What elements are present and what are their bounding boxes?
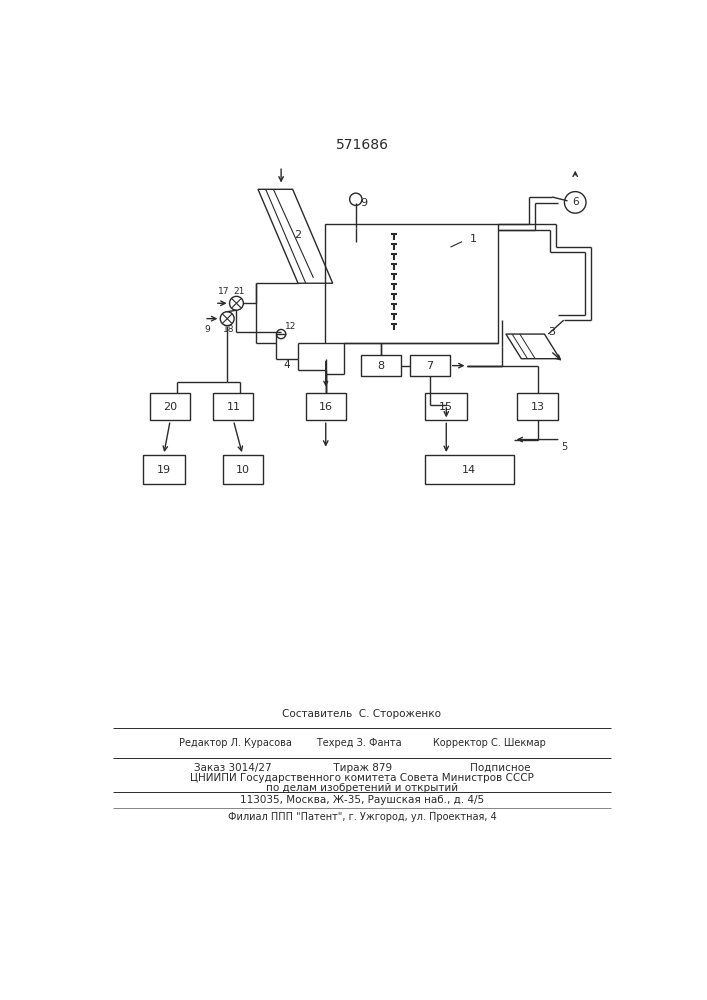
Text: Филиал ППП "Патент", г. Ужгород, ул. Проектная, 4: Филиал ППП "Патент", г. Ужгород, ул. Про… (228, 812, 496, 822)
Text: Составитель  С. Стороженко: Составитель С. Стороженко (283, 709, 441, 719)
Text: 11: 11 (226, 402, 240, 412)
Text: 4: 4 (284, 360, 290, 370)
Text: по делам изобретений и открытий: по делам изобретений и открытий (266, 783, 458, 793)
Bar (150, 393, 190, 420)
Text: 3: 3 (549, 327, 556, 337)
Text: 17: 17 (218, 287, 230, 296)
Text: Редактор Л. Курасова        Техред З. Фанта          Корректор С. Шекмар: Редактор Л. Курасова Техред З. Фанта Кор… (178, 738, 545, 748)
Text: 9: 9 (361, 198, 368, 208)
Text: 20: 20 (163, 402, 177, 412)
Text: 16: 16 (319, 402, 333, 412)
Bar (425, 393, 467, 420)
Text: 7: 7 (426, 361, 433, 371)
Bar (305, 393, 346, 420)
Text: 9: 9 (204, 325, 210, 334)
Text: ЦНИИПИ Государственного комитета Совета Министров СССР: ЦНИИПИ Государственного комитета Совета … (190, 773, 534, 783)
Text: 6: 6 (572, 197, 578, 207)
Bar (425, 455, 514, 484)
Text: 15: 15 (439, 402, 453, 412)
Text: 2: 2 (295, 231, 302, 240)
Bar (409, 355, 450, 376)
Bar (223, 455, 262, 484)
Text: 571686: 571686 (335, 138, 388, 152)
Text: 18: 18 (223, 325, 235, 334)
Bar (325, 224, 498, 343)
Text: 19: 19 (157, 465, 170, 475)
Bar (361, 355, 402, 376)
Text: 21: 21 (233, 287, 245, 296)
Bar (143, 455, 185, 484)
Text: 8: 8 (378, 361, 385, 371)
Text: 10: 10 (235, 465, 250, 475)
Text: Заказ 3014/27                   Тираж 879                        Подписное: Заказ 3014/27 Тираж 879 Подписное (194, 763, 530, 773)
Text: 12: 12 (285, 322, 296, 331)
Text: 113035, Москва, Ж-35, Раушская наб., д. 4/5: 113035, Москва, Ж-35, Раушская наб., д. … (240, 795, 484, 805)
Bar (518, 393, 558, 420)
Bar (214, 393, 253, 420)
Text: 14: 14 (462, 465, 477, 475)
Text: 13: 13 (530, 402, 544, 412)
Text: 1: 1 (470, 234, 477, 244)
Text: 5: 5 (561, 442, 568, 452)
